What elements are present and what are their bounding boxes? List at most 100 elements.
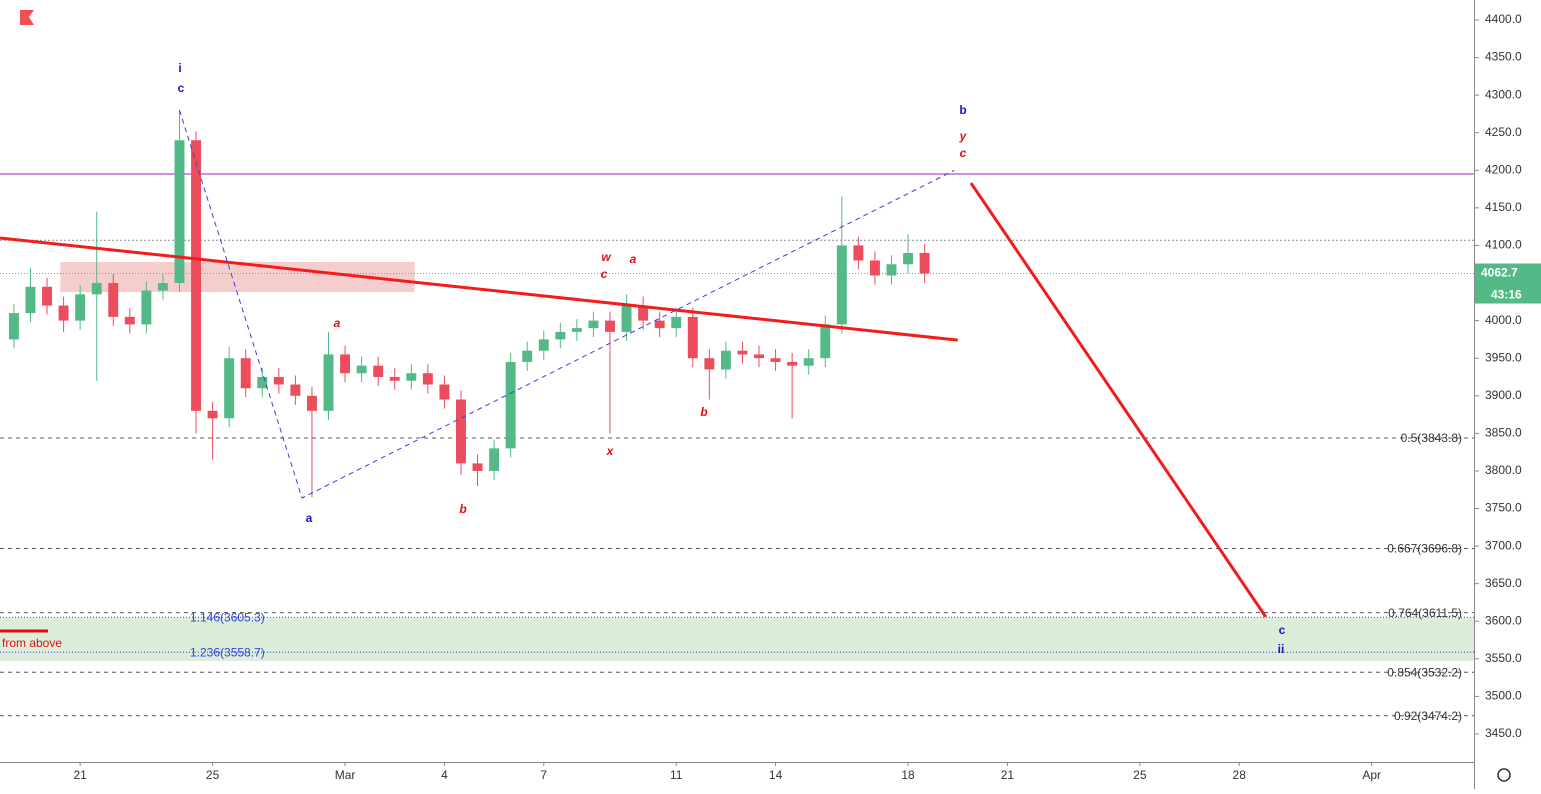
candle-body	[472, 463, 483, 471]
candle-body	[687, 316, 698, 359]
candle-body	[704, 358, 715, 370]
candle-body	[373, 365, 384, 377]
candle-body	[257, 376, 268, 389]
candle-body	[605, 320, 615, 332]
trend-line	[969, 182, 1267, 618]
wave-label: a	[334, 316, 341, 330]
wave-label: ii	[1278, 642, 1285, 656]
y-tick-label: 3650.0	[1485, 576, 1522, 590]
y-tick-label: 4300.0	[1485, 87, 1522, 101]
candle-body	[191, 140, 202, 411]
x-tick-label: 14	[769, 768, 783, 782]
wave-label: w	[601, 250, 611, 264]
candle-body	[58, 305, 69, 321]
y-tick-label: 4350.0	[1485, 50, 1522, 64]
wave-label: b	[700, 405, 707, 419]
candle-body	[224, 358, 235, 419]
x-tick-label: 21	[1001, 768, 1015, 782]
note-text: from above	[2, 636, 62, 650]
candle-body	[389, 376, 400, 381]
candle-body	[787, 361, 798, 366]
wave-label: x	[606, 444, 615, 458]
candle-body	[25, 286, 36, 314]
candle-body	[571, 328, 582, 332]
y-tick-label: 3500.0	[1485, 689, 1522, 703]
candle-body	[207, 410, 218, 419]
y-tick-label: 4100.0	[1485, 238, 1522, 252]
wave-label: c	[601, 267, 608, 281]
fib-level-label: 0.764(3611.5)	[1388, 606, 1462, 620]
y-tick-label: 3750.0	[1485, 501, 1522, 515]
candle-body	[91, 283, 102, 295]
candle-body	[108, 283, 119, 317]
wave-label: b	[459, 502, 466, 516]
ext-level-label: 1.146(3605.3)	[190, 610, 265, 624]
candle-body	[75, 294, 86, 321]
flag-icon	[20, 10, 34, 25]
wave-label: a	[306, 511, 313, 525]
y-tick-label: 3900.0	[1485, 388, 1522, 402]
candle-body	[356, 365, 367, 374]
candle-body	[273, 376, 284, 385]
candle-body	[456, 399, 466, 464]
fib-level-label: 0.854(3532.2)	[1387, 665, 1462, 679]
candle-body	[770, 358, 781, 362]
candle-body	[903, 252, 914, 265]
wave-label: y	[959, 129, 968, 143]
candle-body	[306, 395, 317, 411]
trend-line	[0, 236, 958, 342]
y-tick-label: 3550.0	[1485, 651, 1522, 665]
candle-body	[588, 320, 599, 329]
candle-body	[290, 384, 301, 396]
y-tick-label: 3700.0	[1485, 538, 1522, 552]
y-tick-label: 3450.0	[1485, 726, 1522, 740]
fib-level-label: 0.667(3696.8)	[1387, 542, 1462, 556]
y-tick-label: 4000.0	[1485, 313, 1522, 327]
candle-body	[323, 354, 334, 411]
candle-body	[124, 316, 135, 325]
candle-body	[803, 358, 814, 366]
y-tick-label: 4150.0	[1485, 200, 1522, 214]
candle-body	[422, 373, 433, 385]
candle-body	[869, 260, 880, 276]
fib-level-label: 0.5(3843.8)	[1401, 431, 1462, 445]
candle-body	[754, 354, 764, 359]
candle-body	[654, 320, 665, 329]
x-tick-label: Mar	[335, 768, 356, 782]
zone	[0, 617, 1474, 662]
candle-body	[538, 339, 549, 351]
fib-level-label: 0.92(3474.2)	[1394, 709, 1462, 723]
candle-body	[505, 361, 516, 449]
candle-body	[340, 354, 351, 374]
candle-body	[638, 305, 649, 321]
wave-label: c	[178, 81, 185, 95]
candle-body	[555, 331, 566, 340]
candle-body	[157, 283, 168, 291]
settings-icon[interactable]	[1497, 768, 1511, 782]
candle-body	[522, 350, 533, 362]
y-tick-label: 3850.0	[1485, 426, 1522, 440]
x-axis-bg	[0, 762, 1474, 789]
wave-label: b	[959, 103, 966, 117]
x-tick-label: 7	[540, 768, 547, 782]
candle-body	[820, 324, 831, 359]
candle-body	[42, 286, 52, 306]
countdown: 43:16	[1491, 288, 1522, 302]
y-tick-label: 3950.0	[1485, 350, 1522, 364]
y-tick-label: 4250.0	[1485, 125, 1522, 139]
y-tick-label: 4400.0	[1485, 12, 1522, 26]
candle-body	[671, 316, 682, 329]
candle-body	[919, 252, 930, 274]
ext-level-label: 1.236(3558.7)	[190, 645, 265, 659]
x-tick-label: 28	[1233, 768, 1247, 782]
candle-body	[439, 384, 450, 400]
wave-label: c	[960, 146, 967, 160]
x-tick-label: 25	[206, 768, 220, 782]
candle-body	[141, 290, 152, 325]
x-tick-label: Apr	[1362, 768, 1381, 782]
candle-body	[240, 358, 251, 389]
candle-body	[836, 245, 847, 325]
candle-body	[737, 350, 748, 355]
